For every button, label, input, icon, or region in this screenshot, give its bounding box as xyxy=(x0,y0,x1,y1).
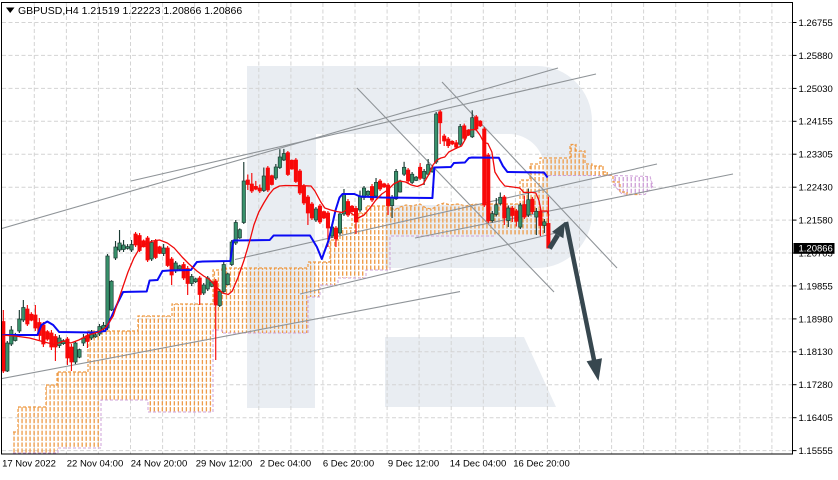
svg-text:17 Nov 2022: 17 Nov 2022 xyxy=(2,459,56,470)
svg-text:16 Dec 20:00: 16 Dec 20:00 xyxy=(513,459,570,470)
svg-text:GBPUSD,H4 1.21519 1.22223 1.2: GBPUSD,H4 1.21519 1.22223 1.20866 1.2086… xyxy=(18,5,242,17)
svg-text:6 Dec 20:00: 6 Dec 20:00 xyxy=(323,459,374,470)
svg-text:22 Nov 04:00: 22 Nov 04:00 xyxy=(67,459,124,470)
svg-text:24 Nov 20:00: 24 Nov 20:00 xyxy=(131,459,188,470)
svg-text:1.20705: 1.20705 xyxy=(799,248,833,259)
svg-text:1.15555: 1.15555 xyxy=(799,446,833,457)
svg-text:1.18130: 1.18130 xyxy=(799,347,833,358)
svg-text:1.25880: 1.25880 xyxy=(799,51,833,62)
svg-text:1.17280: 1.17280 xyxy=(799,380,833,391)
svg-text:1.23305: 1.23305 xyxy=(799,150,833,161)
svg-text:2 Dec 04:00: 2 Dec 04:00 xyxy=(260,459,311,470)
svg-text:9 Dec 12:00: 9 Dec 12:00 xyxy=(388,459,439,470)
svg-text:1.18980: 1.18980 xyxy=(799,314,833,325)
svg-text:1.16405: 1.16405 xyxy=(799,413,833,424)
svg-text:1.24155: 1.24155 xyxy=(799,117,833,128)
svg-text:1.19855: 1.19855 xyxy=(799,281,833,292)
svg-text:1.20866: 1.20866 xyxy=(799,244,833,255)
svg-text:1.26755: 1.26755 xyxy=(799,18,833,29)
svg-text:1.25030: 1.25030 xyxy=(799,84,833,95)
svg-text:1.21580: 1.21580 xyxy=(799,216,833,227)
svg-text:1.22430: 1.22430 xyxy=(799,183,833,194)
svg-text:29 Nov 12:00: 29 Nov 12:00 xyxy=(196,459,253,470)
svg-text:14 Dec 04:00: 14 Dec 04:00 xyxy=(450,459,507,470)
